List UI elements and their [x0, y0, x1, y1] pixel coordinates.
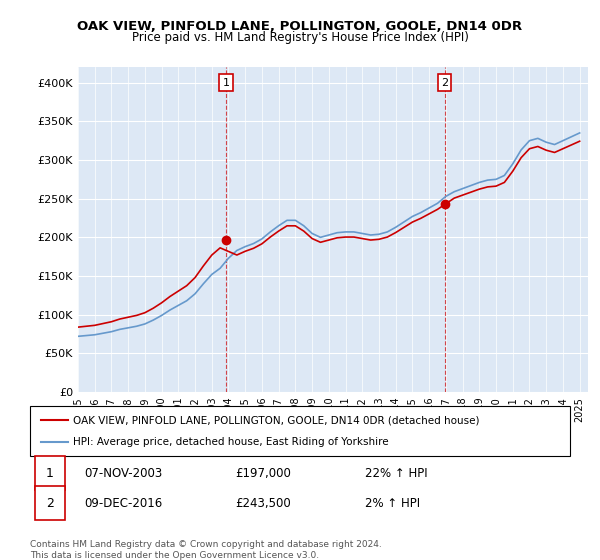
Text: 1: 1 [223, 78, 229, 88]
Text: £243,500: £243,500 [235, 497, 291, 510]
Text: HPI: Average price, detached house, East Riding of Yorkshire: HPI: Average price, detached house, East… [73, 437, 389, 447]
Text: Contains HM Land Registry data © Crown copyright and database right 2024.
This d: Contains HM Land Registry data © Crown c… [30, 540, 382, 560]
Text: OAK VIEW, PINFOLD LANE, POLLINGTON, GOOLE, DN14 0DR: OAK VIEW, PINFOLD LANE, POLLINGTON, GOOL… [77, 20, 523, 32]
Text: 1: 1 [46, 466, 54, 479]
Text: 22% ↑ HPI: 22% ↑ HPI [365, 466, 427, 479]
FancyBboxPatch shape [30, 406, 570, 456]
Text: £197,000: £197,000 [235, 466, 291, 479]
Text: Price paid vs. HM Land Registry's House Price Index (HPI): Price paid vs. HM Land Registry's House … [131, 31, 469, 44]
Text: 2: 2 [46, 497, 54, 510]
Text: 09-DEC-2016: 09-DEC-2016 [84, 497, 162, 510]
FancyBboxPatch shape [35, 486, 65, 520]
Text: OAK VIEW, PINFOLD LANE, POLLINGTON, GOOLE, DN14 0DR (detached house): OAK VIEW, PINFOLD LANE, POLLINGTON, GOOL… [73, 415, 480, 425]
Text: 2: 2 [441, 78, 448, 88]
Text: 2% ↑ HPI: 2% ↑ HPI [365, 497, 420, 510]
FancyBboxPatch shape [35, 456, 65, 490]
Text: 07-NOV-2003: 07-NOV-2003 [84, 466, 162, 479]
